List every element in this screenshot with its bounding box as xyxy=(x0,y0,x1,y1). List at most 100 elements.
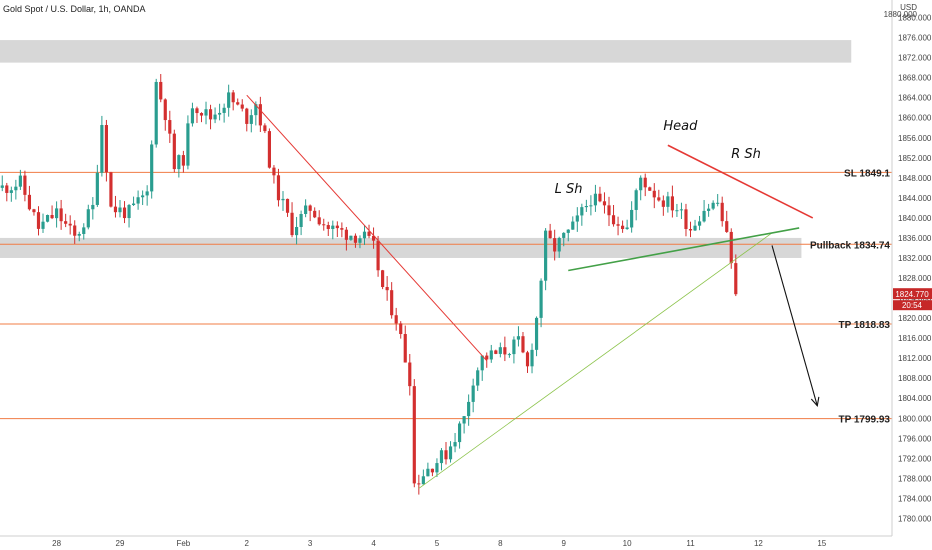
price-tick-label: 1780.000 xyxy=(898,514,932,523)
countdown-label: 20:54 xyxy=(902,301,923,310)
time-tick-label: 8 xyxy=(498,539,503,548)
candle-body xyxy=(607,205,611,216)
candle-body xyxy=(199,113,204,116)
candle-body xyxy=(462,416,466,424)
candle-body xyxy=(14,186,18,191)
candle-body xyxy=(41,221,45,229)
candle-body xyxy=(240,104,244,109)
candle-body xyxy=(290,212,294,236)
candle-body xyxy=(159,81,163,100)
candle-body xyxy=(0,185,4,188)
candle-body xyxy=(417,483,421,485)
top-price-label: 1880.000 xyxy=(884,10,918,19)
candle-body xyxy=(539,280,543,318)
candle-body xyxy=(408,362,412,387)
time-tick-label: 10 xyxy=(623,539,632,548)
time-axis[interactable]: 28 29 Feb 2 3 4 5 8 9 10 11 12 15 xyxy=(52,539,827,548)
candle-body xyxy=(136,197,140,204)
candle-body xyxy=(684,209,688,230)
trendline-rising-support xyxy=(418,232,773,489)
current-price-badge xyxy=(893,288,932,300)
candle-body xyxy=(711,202,715,209)
candle-body xyxy=(448,446,453,460)
annotation-r-sh: R Sh xyxy=(731,147,761,162)
candle-body xyxy=(702,210,706,222)
time-tick-label: 11 xyxy=(686,539,695,548)
candle-body xyxy=(163,99,167,121)
candle-body xyxy=(272,167,276,176)
candle-body xyxy=(326,225,330,229)
candle-body xyxy=(630,209,634,228)
candle-body xyxy=(639,177,643,191)
candle-body xyxy=(18,175,22,187)
candle-body xyxy=(648,187,652,191)
candle-body xyxy=(716,202,720,204)
chart-title: Gold Spot / U.S. Dollar, 1h, OANDA xyxy=(3,4,146,14)
candle-body xyxy=(236,102,240,105)
candle-body xyxy=(390,290,394,316)
time-tick-label: 12 xyxy=(754,539,763,548)
candle-body xyxy=(707,208,711,211)
candle-body xyxy=(435,463,439,473)
level-label-tp1: TP 1818.83 xyxy=(838,320,890,331)
candle-body xyxy=(621,225,625,230)
candle-body xyxy=(489,350,493,360)
candle-body xyxy=(725,221,729,232)
candle-body xyxy=(403,334,407,363)
candle-body xyxy=(181,155,185,166)
candle-body xyxy=(643,177,647,188)
candle-body xyxy=(457,423,462,443)
candle-body xyxy=(602,201,607,206)
candle-body xyxy=(394,315,398,324)
candle-body xyxy=(471,385,475,402)
candle-body xyxy=(521,336,525,353)
candle-body xyxy=(485,355,489,360)
candle-body xyxy=(548,230,552,239)
candle-body xyxy=(494,350,498,354)
candle-body xyxy=(313,210,317,218)
candle-body xyxy=(213,114,217,120)
candle-body xyxy=(335,225,339,229)
candle-body xyxy=(27,194,32,210)
candle-body xyxy=(670,196,674,211)
price-tick-label: 1828.000 xyxy=(898,274,932,283)
candle-body xyxy=(439,450,444,464)
candle-body xyxy=(693,225,697,231)
candle-body xyxy=(480,355,484,371)
candle-body xyxy=(571,221,575,230)
price-tick-label: 1800.000 xyxy=(898,414,932,423)
candle-body xyxy=(195,108,199,114)
price-tick-label: 1872.000 xyxy=(898,54,932,63)
candle-body xyxy=(675,210,679,212)
price-tick-label: 1832.000 xyxy=(898,254,932,263)
candle-body xyxy=(118,207,122,213)
candle-body xyxy=(566,229,570,233)
candle-body xyxy=(381,270,385,287)
candle-body xyxy=(168,120,172,134)
candle-body xyxy=(9,190,13,193)
candle-body xyxy=(476,370,480,386)
candle-body xyxy=(304,205,308,214)
candle-body xyxy=(503,347,507,355)
candle-body xyxy=(720,202,724,222)
candle-body xyxy=(299,213,303,227)
candle-body xyxy=(367,231,371,236)
candle-body xyxy=(122,207,127,219)
candle-body xyxy=(679,209,684,211)
candle-body xyxy=(344,229,348,240)
price-tick-label: 1880.000 xyxy=(898,14,932,23)
candle-body xyxy=(353,235,358,243)
time-tick-label: 2 xyxy=(245,539,250,548)
price-axis[interactable]: 1880.000 1876.000 1872.000 1868.000 1864.000… xyxy=(898,14,932,524)
candle-body xyxy=(697,221,702,226)
annotation-l-sh: L Sh xyxy=(555,182,583,197)
candle-body xyxy=(186,123,190,166)
zone-upper-resistance xyxy=(0,40,852,63)
annotation-head: Head xyxy=(663,119,698,134)
candle-body xyxy=(525,352,530,367)
price-tick-label: 1792.000 xyxy=(898,454,932,463)
trendline-head-shoulder-top xyxy=(667,144,814,219)
candle-body xyxy=(227,92,231,108)
